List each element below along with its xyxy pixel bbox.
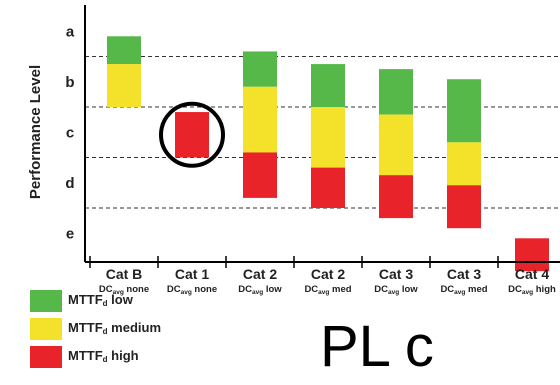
legend-item: MTTFd medium	[30, 318, 260, 340]
bar-mttf-high-4	[379, 175, 413, 219]
y-axis-label: Performance Level	[27, 65, 44, 199]
level-label-a: a	[66, 23, 75, 40]
category-dc-label: DCavg high	[508, 284, 556, 296]
category-dc-label: DCavg none	[167, 284, 217, 296]
category-label: Cat B	[106, 266, 143, 282]
legend-item: MTTFd low	[30, 290, 260, 312]
bar-mttf-high-6	[515, 238, 549, 272]
level-label-d: d	[65, 175, 74, 192]
bar-mttf-medium-0	[107, 64, 141, 107]
highlight-layer	[159, 101, 225, 168]
legend-label: MTTFd high	[68, 348, 139, 364]
category-label: Cat 2	[243, 266, 277, 282]
legend-swatch	[30, 346, 62, 368]
level-label-b: b	[65, 74, 74, 91]
axes-layer: Performance Level	[27, 5, 560, 263]
legend-label: MTTFd medium	[68, 320, 162, 336]
legend: MTTFd low MTTFd medium MTTFd high	[30, 290, 260, 374]
category-label: Cat 4	[515, 266, 549, 282]
bar-mttf-high-2	[243, 152, 277, 198]
legend-swatch	[30, 290, 62, 312]
category-label: Cat 1	[175, 266, 209, 282]
category-dc-label: DCavg low	[374, 284, 418, 296]
bar-mttf-low-4	[379, 69, 413, 115]
legend-swatch	[30, 318, 62, 340]
category-dc-label: DCavg none	[99, 284, 149, 296]
bar-mttf-medium-5	[447, 142, 481, 186]
bar-mttf-high-3	[311, 167, 345, 208]
level-label-c: c	[66, 124, 74, 141]
bar-mttf-high-5	[447, 185, 481, 229]
bar-mttf-medium-4	[379, 114, 413, 176]
legend-item: MTTFd high	[30, 346, 260, 368]
bar-mttf-low-5	[447, 79, 481, 143]
bar-mttf-medium-2	[243, 86, 277, 153]
bars-layer	[107, 36, 549, 272]
labels-layer: a b c d e Cat B DCavg none Cat 1 DCavg none Cat 2…	[65, 23, 556, 296]
level-label-e: e	[66, 225, 74, 242]
category-label: Cat 3	[447, 266, 481, 282]
category-label: Cat 2	[311, 266, 345, 282]
bar-mttf-medium-3	[311, 107, 345, 168]
bar-mttf-low-3	[311, 64, 345, 107]
bar-mttf-low-2	[243, 51, 277, 87]
ticks-layer	[89, 256, 499, 268]
category-dc-label: DCavg low	[238, 284, 282, 296]
legend-label: MTTFd low	[68, 292, 133, 308]
category-dc-label: DCavg med	[440, 284, 487, 296]
bar-mttf-high-1	[175, 112, 209, 158]
bar-mttf-low-0	[107, 36, 141, 65]
category-dc-label: DCavg med	[304, 284, 351, 296]
highlight-circle	[159, 101, 225, 168]
pl-annotation: PL c	[320, 314, 434, 379]
category-label: Cat 3	[379, 266, 413, 282]
